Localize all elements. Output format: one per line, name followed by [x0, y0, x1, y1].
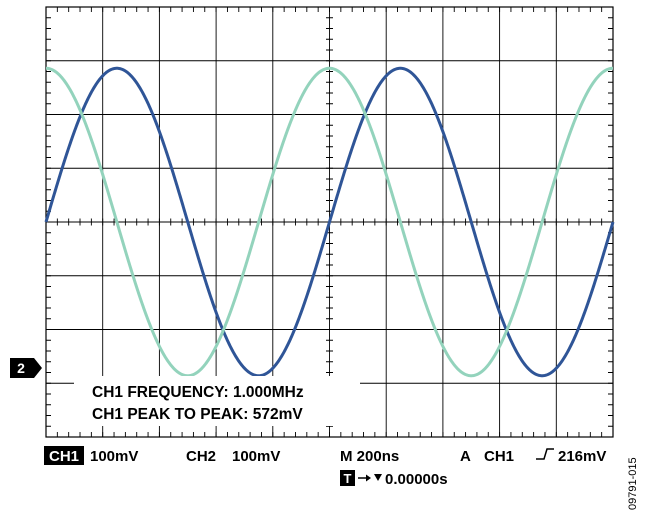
ch1-badge-label: CH1 — [49, 448, 79, 465]
ch2-scale: 100mV — [232, 448, 280, 465]
ch2-ground-marker: 2 — [10, 358, 42, 378]
traces — [44, 66, 615, 378]
marker-label: 2 — [17, 360, 25, 376]
grid-minor-ticks — [45, 6, 614, 438]
annotation-background — [74, 376, 360, 426]
ch1-scale: 100mV — [90, 448, 138, 465]
trigger-source: CH1 — [484, 448, 514, 465]
trigger-offset: 0.00000s — [385, 471, 448, 488]
annotation-peak-to-peak: CH1 PEAK TO PEAK: 572mV — [92, 406, 303, 423]
status-bar: CH1 100mV CH2 100mV M 200ns A CH1 216mV … — [44, 446, 606, 488]
ch1-badge — [44, 446, 84, 465]
rising-edge-icon — [536, 448, 554, 460]
arrow-right-icon — [358, 474, 371, 482]
annotation-frequency: CH1 FREQUENCY: 1.000MHz — [92, 384, 304, 401]
trigger-level: 216mV — [558, 448, 606, 465]
figure-id: 09791-015 — [627, 457, 639, 510]
trace-ch1 — [44, 66, 615, 378]
trigger-mode: A — [460, 448, 471, 465]
t-badge-label: T — [344, 471, 352, 486]
down-triangle-icon — [374, 474, 382, 481]
trace-ch2 — [45, 66, 614, 378]
ch2-label: CH2 — [186, 448, 216, 465]
t-badge — [340, 470, 355, 486]
timebase: M 200ns — [340, 448, 399, 465]
